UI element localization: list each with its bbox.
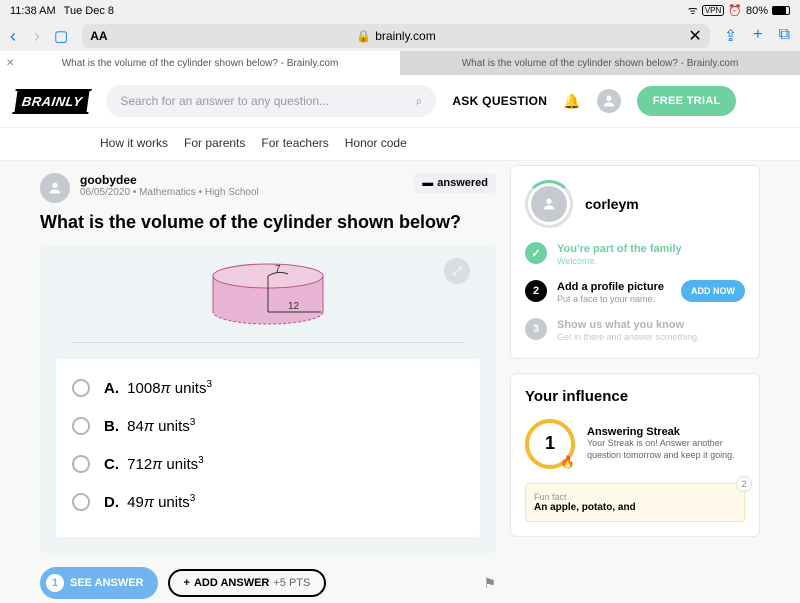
tab-2-title: What is the volume of the cylinder shown… <box>462 58 739 69</box>
step-1-sub: Welcome. <box>557 256 745 268</box>
lock-icon: 🔒 <box>356 29 371 43</box>
option-a[interactable]: A. 1008π units3 <box>72 369 464 407</box>
notifications-icon[interactable]: 🔔 <box>563 93 580 110</box>
search-placeholder: Search for an answer to any question... <box>120 94 329 108</box>
answered-badge: ▬ answered <box>414 173 496 193</box>
onboarding-step-1: ✓ You're part of the family Welcome. <box>525 242 745 268</box>
option-b[interactable]: B. 84π units3 <box>72 407 464 445</box>
alarm-icon: ⏰ <box>728 4 742 17</box>
ipad-status-bar: 11:38 AM Tue Dec 8 ᯤ VPN ⏰ 80% <box>0 0 800 21</box>
tab-bar: ✕ What is the volume of the cylinder sho… <box>0 51 800 75</box>
chat-icon: ▬ <box>422 177 433 189</box>
battery-percent: 80% <box>746 5 768 17</box>
vpn-icon: VPN <box>702 5 724 16</box>
tabs-icon[interactable]: ⧉ <box>779 26 790 46</box>
profile-card: corleym ✓ You're part of the family Welc… <box>510 165 760 359</box>
site-header: BRAINLY Search for an answer to any ques… <box>0 75 800 128</box>
divider <box>72 342 464 343</box>
url-text: brainly.com <box>375 29 435 43</box>
step-3-title: Show us what you know <box>557 318 745 332</box>
question-header: goobydee 06/05/2020 • Mathematics • High… <box>40 173 496 203</box>
question-title: What is the volume of the cylinder shown… <box>40 211 496 234</box>
nav-honor[interactable]: Honor code <box>345 136 407 150</box>
flag-icon[interactable]: ⚑ <box>483 575 496 592</box>
step-2-number: 2 <box>525 280 547 302</box>
search-icon[interactable]: ⌕ <box>416 94 423 109</box>
radio-c[interactable] <box>72 455 90 473</box>
tab-1[interactable]: ✕ What is the volume of the cylinder sho… <box>0 51 400 75</box>
option-d[interactable]: D. 49π units3 <box>72 483 464 521</box>
wifi-icon: ᯤ <box>688 3 698 18</box>
forward-button[interactable]: › <box>34 26 40 47</box>
streak-title: Answering Streak <box>587 426 745 438</box>
back-button[interactable]: ‹ <box>10 26 16 47</box>
radio-b[interactable] <box>72 417 90 435</box>
answer-count: 1 <box>46 574 64 592</box>
check-icon: ✓ <box>525 242 547 264</box>
bookmarks-icon[interactable]: ▢ <box>54 27 68 45</box>
sub-navigation: How it works For parents For teachers Ho… <box>0 128 800 161</box>
stop-icon[interactable]: ✕ <box>688 26 701 46</box>
nav-teachers[interactable]: For teachers <box>261 136 328 150</box>
question-meta: 06/05/2020 • Mathematics • High School <box>80 187 259 198</box>
onboarding-step-3: 3 Show us what you know Get in there and… <box>525 318 745 344</box>
option-c[interactable]: C. 712π units3 <box>72 445 464 483</box>
expand-icon[interactable]: ⤢ <box>444 258 470 284</box>
main-layout: goobydee 06/05/2020 • Mathematics • High… <box>0 161 800 603</box>
funfact-text: An apple, potato, and <box>534 502 736 513</box>
tab-1-title: What is the volume of the cylinder shown… <box>62 58 339 69</box>
close-tab-icon[interactable]: ✕ <box>6 58 14 69</box>
radio-d[interactable] <box>72 493 90 511</box>
question-content: goobydee 06/05/2020 • Mathematics • High… <box>40 161 496 603</box>
share-icon[interactable]: ⇪ <box>724 26 737 46</box>
step-1-title: You're part of the family <box>557 242 745 256</box>
svg-text:7: 7 <box>275 264 281 275</box>
free-trial-button[interactable]: FREE TRIAL <box>637 86 737 116</box>
step-2-title: Add a profile picture <box>557 280 671 294</box>
new-tab-icon[interactable]: + <box>753 26 762 46</box>
add-answer-button[interactable]: + ADD ANSWER +5 PTS <box>168 569 327 597</box>
funfact-badge: 2 <box>736 476 752 492</box>
asker-avatar[interactable] <box>40 173 70 203</box>
svg-text:12: 12 <box>288 301 300 312</box>
answer-options: A. 1008π units3 B. 84π units3 C. 712π un… <box>56 359 480 537</box>
fun-fact-box: 2 Fun fact An apple, potato, and <box>525 483 745 522</box>
reader-icon[interactable]: AA <box>90 29 107 43</box>
tab-2[interactable]: What is the volume of the cylinder shown… <box>400 51 800 75</box>
step-3-number: 3 <box>525 318 547 340</box>
influence-title: Your influence <box>525 388 745 405</box>
page-content: BRAINLY Search for an answer to any ques… <box>0 75 800 603</box>
answering-streak: 1 Answering Streak Your Streak is on! An… <box>525 419 745 469</box>
battery-icon <box>772 6 790 15</box>
step-3-sub: Get in there and answer something. <box>557 332 745 344</box>
search-input[interactable]: Search for an answer to any question... … <box>106 85 436 117</box>
ask-question-button[interactable]: ASK QUESTION <box>452 94 547 108</box>
status-time: 11:38 AM <box>10 5 56 17</box>
step-2-sub: Put a face to your name. <box>557 294 671 306</box>
profile-progress-ring[interactable] <box>525 180 573 228</box>
add-now-button[interactable]: ADD NOW <box>681 280 745 302</box>
brainly-logo[interactable]: BRAINLY <box>12 89 92 114</box>
profile-name[interactable]: corleym <box>585 196 639 212</box>
nav-how[interactable]: How it works <box>100 136 168 150</box>
radio-a[interactable] <box>72 379 90 397</box>
user-avatar[interactable] <box>597 89 621 113</box>
plus-icon: + <box>184 577 190 589</box>
question-actions: 1 SEE ANSWER + ADD ANSWER +5 PTS ⚑ <box>40 567 496 599</box>
see-answer-button[interactable]: 1 SEE ANSWER <box>40 567 158 599</box>
nav-parents[interactable]: For parents <box>184 136 245 150</box>
address-bar[interactable]: AA 🔒 brainly.com ✕ <box>82 24 710 48</box>
sidebar: corleym ✓ You're part of the family Welc… <box>510 161 760 603</box>
onboarding-step-2: 2 Add a profile picture Put a face to yo… <box>525 280 745 306</box>
streak-counter: 1 <box>525 419 575 469</box>
status-date: Tue Dec 8 <box>64 5 114 17</box>
question-box: ⤢ 7 12 <box>40 246 496 553</box>
funfact-label: Fun fact <box>534 492 736 502</box>
safari-toolbar: ‹ › ▢ AA 🔒 brainly.com ✕ ⇪ + ⧉ <box>0 21 800 51</box>
cylinder-diagram: ⤢ 7 12 <box>56 262 480 328</box>
asker-name[interactable]: goobydee <box>80 173 259 187</box>
influence-card: Your influence 1 Answering Streak Your S… <box>510 373 760 537</box>
streak-description: Your Streak is on! Answer another questi… <box>587 438 745 461</box>
